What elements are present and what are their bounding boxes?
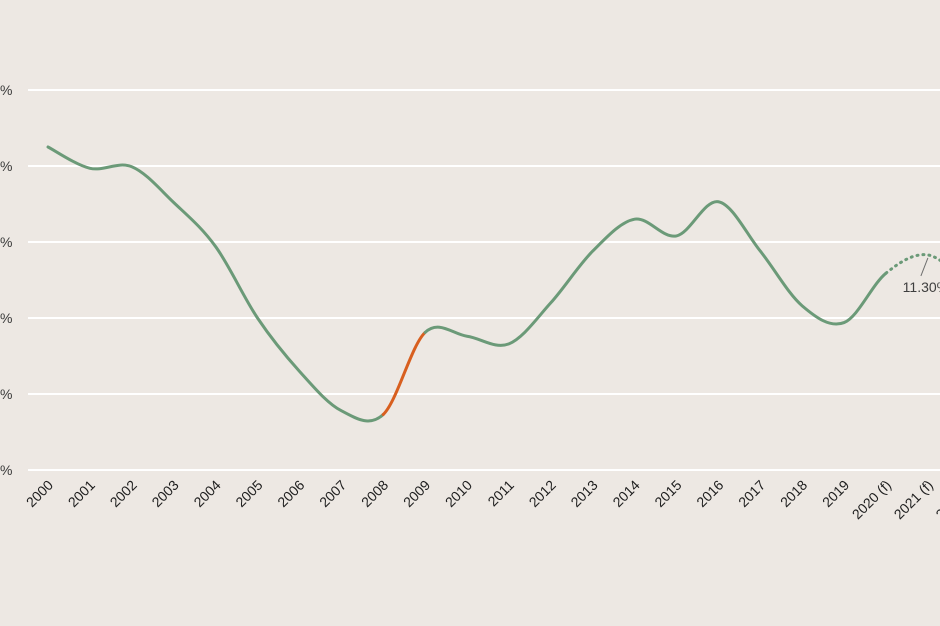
- x-tick-label: 2007: [316, 477, 349, 510]
- x-tick-label: 2000: [23, 477, 56, 510]
- gridlines: [28, 89, 940, 471]
- x-tick-label: 2001: [65, 477, 98, 510]
- x-tick-label: 2009: [400, 477, 433, 510]
- x-tick-label: 2008: [358, 477, 391, 510]
- y-axis-ticks: %%%%%%: [0, 82, 12, 478]
- y-tick-label: %: [0, 158, 12, 174]
- annotation-leader: [920, 257, 929, 277]
- x-tick-label: 2006: [274, 477, 307, 510]
- annotation-label: 11.30%: [903, 279, 940, 295]
- y-tick-label: %: [0, 82, 12, 98]
- y-tick-label: %: [0, 462, 12, 478]
- x-tick-label: 2004: [190, 477, 223, 510]
- x-tick-label: 2019: [819, 477, 852, 510]
- x-tick-label: 2015: [651, 477, 684, 510]
- x-tick-label: 2010: [442, 477, 475, 510]
- x-tick-label: 2002: [107, 477, 140, 510]
- x-tick-label: 2003: [148, 477, 181, 510]
- annotations: 11.30%: [903, 257, 940, 295]
- series-line-historic: [46, 145, 385, 423]
- series-lines: [46, 145, 940, 423]
- x-tick-label: 2016: [693, 477, 726, 510]
- y-tick-label: %: [0, 310, 12, 326]
- x-axis-ticks: 2000 2001 2002 2003 2004 2005 2006 2007 2008 2009…: [23, 477, 940, 523]
- x-tick-label: 2014: [609, 477, 642, 510]
- x-tick-label: 2022 (f): [932, 477, 940, 522]
- x-tick-label: 2020 (f): [849, 477, 894, 522]
- x-tick-label: 2012: [526, 477, 559, 510]
- series-line-forecast: [884, 253, 940, 275]
- series-line-recent: [423, 200, 888, 347]
- x-tick-label: 2018: [777, 477, 810, 510]
- x-tick-label: 2005: [232, 477, 265, 510]
- x-tick-label: 2021 (f): [891, 477, 936, 522]
- x-tick-label: 2013: [567, 477, 600, 510]
- x-tick-label: 2017: [735, 477, 768, 510]
- series-line-highlight: [381, 330, 427, 417]
- y-tick-label: %: [0, 234, 12, 250]
- y-tick-label: %: [0, 386, 12, 402]
- x-tick-label: 2011: [484, 477, 517, 510]
